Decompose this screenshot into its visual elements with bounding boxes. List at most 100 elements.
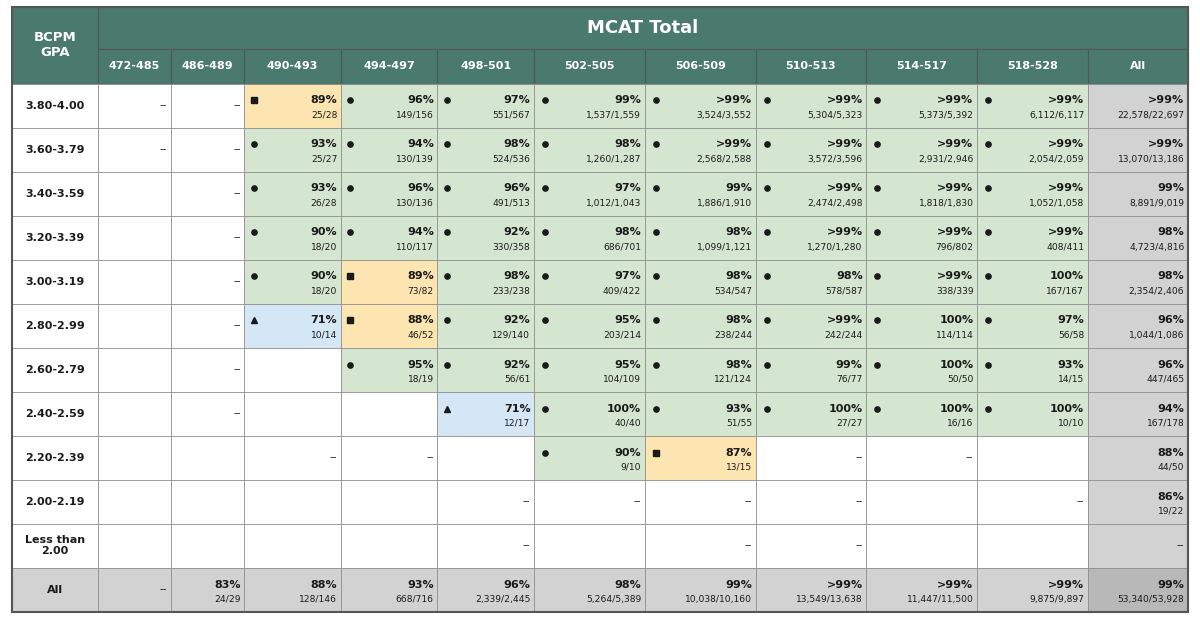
Text: --: --: [233, 145, 240, 155]
Text: 578/587: 578/587: [826, 287, 863, 296]
Text: 100%: 100%: [828, 404, 863, 413]
Text: >99%: >99%: [1048, 139, 1085, 150]
Text: 796/802: 796/802: [936, 243, 973, 252]
Text: 90%: 90%: [311, 272, 337, 282]
Bar: [534, 347, 644, 392]
Text: 92%: 92%: [504, 360, 530, 370]
Text: 114/114: 114/114: [936, 331, 973, 340]
Bar: [437, 303, 534, 347]
Text: 94%: 94%: [407, 139, 433, 150]
Bar: [437, 259, 534, 303]
Bar: [437, 568, 534, 612]
Text: >99%: >99%: [1148, 95, 1184, 105]
Text: 668/716: 668/716: [396, 595, 433, 604]
Text: --: --: [1177, 540, 1184, 550]
Bar: [172, 171, 244, 215]
Text: 87%: 87%: [725, 448, 752, 457]
Bar: [534, 215, 644, 259]
Text: 524/536: 524/536: [492, 155, 530, 164]
Text: --: --: [523, 496, 530, 506]
Bar: [98, 436, 172, 480]
Text: 510-513: 510-513: [786, 61, 836, 71]
Text: >99%: >99%: [937, 95, 973, 105]
Text: 93%: 93%: [311, 183, 337, 194]
Bar: [534, 392, 644, 436]
Bar: [98, 568, 172, 612]
Text: >99%: >99%: [1148, 139, 1184, 150]
Bar: [98, 303, 172, 347]
Text: >99%: >99%: [716, 95, 752, 105]
Text: >99%: >99%: [827, 316, 863, 326]
Text: 1,270/1,280: 1,270/1,280: [808, 243, 863, 252]
Bar: [341, 436, 437, 480]
Bar: [756, 215, 866, 259]
Text: 92%: 92%: [504, 228, 530, 238]
Bar: [437, 347, 534, 392]
Bar: [866, 436, 977, 480]
Text: 95%: 95%: [614, 316, 641, 326]
Bar: [172, 128, 244, 171]
Bar: [1088, 392, 1188, 436]
Text: 93%: 93%: [311, 139, 337, 150]
Bar: [98, 128, 172, 171]
Bar: [534, 436, 644, 480]
Text: 73/82: 73/82: [408, 287, 433, 296]
Bar: [12, 171, 98, 215]
Text: 472-485: 472-485: [109, 61, 160, 71]
Bar: [644, 171, 756, 215]
Text: 203/214: 203/214: [604, 331, 641, 340]
Text: --: --: [233, 189, 240, 199]
Bar: [437, 392, 534, 436]
Text: 167/167: 167/167: [1046, 287, 1085, 296]
Text: 2,354/2,406: 2,354/2,406: [1129, 287, 1184, 296]
Text: 97%: 97%: [614, 183, 641, 194]
Text: 486-489: 486-489: [181, 61, 234, 71]
Text: 16/16: 16/16: [947, 419, 973, 428]
Text: --: --: [160, 145, 168, 155]
Text: >99%: >99%: [937, 183, 973, 194]
Text: 100%: 100%: [940, 316, 973, 326]
Text: 98%: 98%: [836, 272, 863, 282]
Bar: [644, 84, 756, 128]
Bar: [341, 568, 437, 612]
Bar: [437, 128, 534, 171]
Text: 242/244: 242/244: [824, 331, 863, 340]
Text: 99%: 99%: [1158, 183, 1184, 194]
Text: 3.40-3.59: 3.40-3.59: [25, 189, 85, 199]
Text: 104/109: 104/109: [604, 375, 641, 384]
Text: --: --: [160, 584, 168, 595]
Text: 502-505: 502-505: [564, 61, 614, 71]
Text: --: --: [233, 233, 240, 243]
Text: 88%: 88%: [407, 316, 433, 326]
Text: 9,875/9,897: 9,875/9,897: [1030, 595, 1085, 604]
Bar: [341, 48, 437, 84]
Text: 409/422: 409/422: [602, 287, 641, 296]
Text: 2.80-2.99: 2.80-2.99: [25, 321, 85, 331]
Bar: [244, 215, 341, 259]
Text: 1,012/1,043: 1,012/1,043: [586, 199, 641, 208]
Text: 4,723/4,816: 4,723/4,816: [1129, 243, 1184, 252]
Bar: [341, 392, 437, 436]
Text: 71%: 71%: [311, 316, 337, 326]
Bar: [341, 171, 437, 215]
Text: 99%: 99%: [614, 95, 641, 105]
Bar: [977, 215, 1088, 259]
Text: 2,474/2,498: 2,474/2,498: [808, 199, 863, 208]
Text: 506-509: 506-509: [674, 61, 726, 71]
Text: 3.80-4.00: 3.80-4.00: [25, 100, 85, 111]
Text: 96%: 96%: [1158, 360, 1184, 370]
Bar: [534, 128, 644, 171]
Text: 1,886/1,910: 1,886/1,910: [697, 199, 752, 208]
Text: 99%: 99%: [725, 579, 752, 589]
Text: --: --: [330, 452, 337, 462]
Text: 9/10: 9/10: [620, 463, 641, 472]
Text: >99%: >99%: [827, 95, 863, 105]
Bar: [756, 392, 866, 436]
Bar: [437, 480, 534, 524]
Bar: [12, 480, 98, 524]
Text: 83%: 83%: [214, 579, 240, 589]
Text: 13,070/13,186: 13,070/13,186: [1117, 155, 1184, 164]
Text: Less than
2.00: Less than 2.00: [25, 535, 85, 556]
Bar: [977, 568, 1088, 612]
Text: 98%: 98%: [504, 139, 530, 150]
